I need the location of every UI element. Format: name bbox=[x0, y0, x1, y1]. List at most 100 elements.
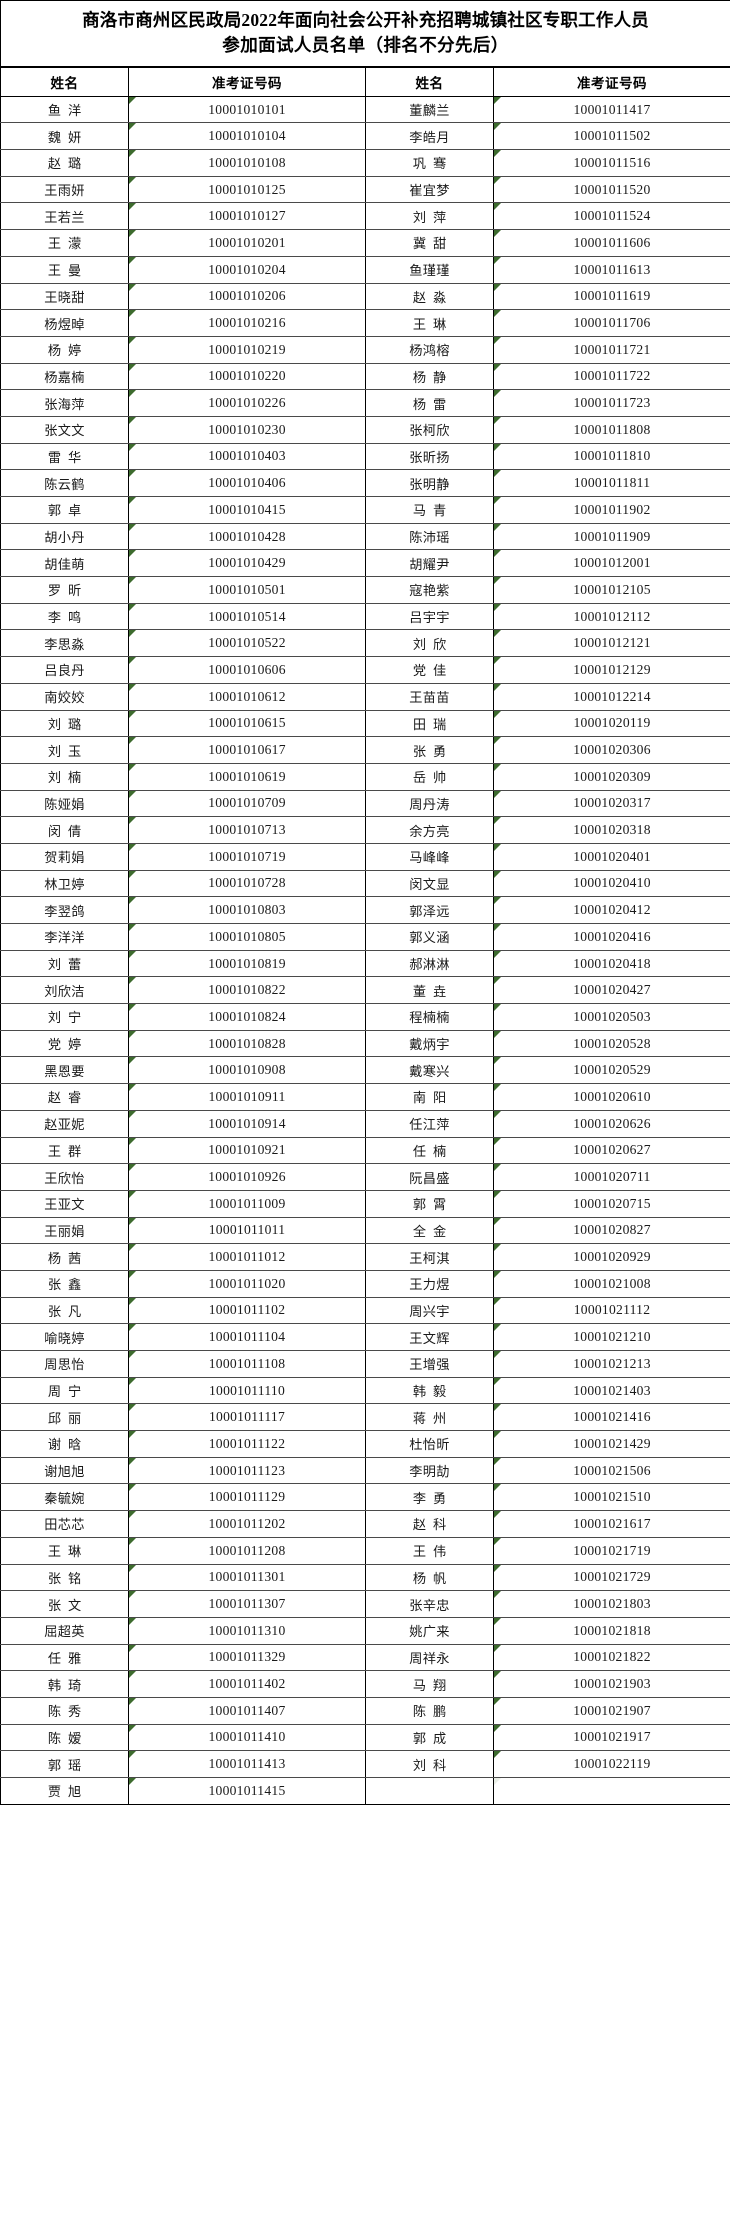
cell-num-left[interactable]: 10001011202 bbox=[128, 1510, 366, 1538]
cell-num-right[interactable]: 10001021112 bbox=[493, 1296, 730, 1325]
cell-name-left[interactable]: 陈嫒 bbox=[0, 1723, 129, 1752]
cell-num-left[interactable]: 10001011208 bbox=[128, 1536, 366, 1565]
cell-num-right[interactable]: 10001011902 bbox=[493, 496, 730, 524]
cell-num-right[interactable]: 10001011524 bbox=[493, 202, 730, 231]
cell-name-left[interactable]: 陈娅娟 bbox=[0, 789, 129, 818]
cell-num-right[interactable]: 10001020309 bbox=[493, 762, 730, 791]
cell-name-left[interactable]: 屈超英 bbox=[0, 1616, 129, 1645]
cell-name-right[interactable]: 陈鹏 bbox=[365, 1696, 494, 1725]
cell-num-right[interactable]: 10001011619 bbox=[493, 282, 730, 311]
cell-num-left[interactable]: 10001010220 bbox=[128, 362, 366, 391]
cell-name-right[interactable]: 王增强 bbox=[365, 1350, 494, 1378]
cell-num-left[interactable]: 10001011310 bbox=[128, 1616, 366, 1645]
cell-name-left[interactable]: 魏妍 bbox=[0, 122, 129, 151]
cell-name-right[interactable]: 巩骞 bbox=[365, 149, 494, 177]
cell-name-left[interactable]: 雷华 bbox=[0, 442, 129, 471]
cell-num-left[interactable]: 10001010514 bbox=[128, 602, 366, 631]
cell-num-left[interactable]: 10001011122 bbox=[128, 1430, 366, 1458]
cell-name-right[interactable]: 张勇 bbox=[365, 736, 494, 764]
cell-num-right[interactable]: 10001020627 bbox=[493, 1136, 730, 1165]
cell-num-left[interactable]: 10001011012 bbox=[128, 1243, 366, 1271]
cell-num-right[interactable]: 10001021506 bbox=[493, 1456, 730, 1485]
cell-name-left[interactable]: 田芯芯 bbox=[0, 1510, 129, 1538]
cell-name-left[interactable]: 王晓甜 bbox=[0, 282, 129, 311]
cell-num-right[interactable]: 10001011811 bbox=[493, 469, 730, 497]
cell-name-right[interactable]: 任江萍 bbox=[365, 1109, 494, 1138]
cell-name-right[interactable]: 阮昌盛 bbox=[365, 1163, 494, 1191]
cell-name-right[interactable]: 全金 bbox=[365, 1216, 494, 1245]
cell-name-right[interactable]: 刘科 bbox=[365, 1750, 494, 1778]
cell-num-right[interactable]: 10001012112 bbox=[493, 602, 730, 631]
cell-name-right[interactable]: 胡耀尹 bbox=[365, 549, 494, 578]
cell-num-left[interactable]: 10001010728 bbox=[128, 869, 366, 898]
cell-num-left[interactable]: 10001010803 bbox=[128, 896, 366, 924]
cell-num-left[interactable]: 10001010101 bbox=[128, 95, 366, 124]
cell-name-right[interactable]: 崔宜梦 bbox=[365, 175, 494, 204]
cell-num-left[interactable]: 10001010406 bbox=[128, 469, 366, 497]
cell-name-right[interactable]: 张柯欣 bbox=[365, 415, 494, 444]
cell-name-right[interactable]: 姚广来 bbox=[365, 1616, 494, 1645]
cell-num-left[interactable]: 10001010226 bbox=[128, 389, 366, 417]
cell-num-left[interactable]: 10001011307 bbox=[128, 1590, 366, 1618]
cell-num-left[interactable]: 10001011108 bbox=[128, 1350, 366, 1378]
cell-num-right[interactable]: 10001011721 bbox=[493, 335, 730, 364]
cell-name-right[interactable]: 张明静 bbox=[365, 469, 494, 497]
cell-num-right[interactable] bbox=[493, 1777, 730, 1805]
cell-num-right[interactable]: 10001020427 bbox=[493, 976, 730, 1005]
cell-num-right[interactable]: 10001020529 bbox=[493, 1056, 730, 1085]
cell-name-right[interactable]: 李勇 bbox=[365, 1483, 494, 1512]
cell-name-left[interactable]: 李思淼 bbox=[0, 629, 129, 658]
cell-name-left[interactable]: 李洋洋 bbox=[0, 923, 129, 951]
cell-name-left[interactable]: 张海萍 bbox=[0, 389, 129, 417]
cell-num-left[interactable]: 10001011104 bbox=[128, 1323, 366, 1351]
cell-num-right[interactable]: 10001011808 bbox=[493, 415, 730, 444]
cell-name-right[interactable]: 程楠楠 bbox=[365, 1003, 494, 1031]
cell-name-left[interactable]: 谢旭旭 bbox=[0, 1456, 129, 1485]
cell-num-left[interactable]: 10001011011 bbox=[128, 1216, 366, 1245]
cell-name-left[interactable]: 刘璐 bbox=[0, 709, 129, 738]
cell-name-right[interactable]: 王伟 bbox=[365, 1536, 494, 1565]
cell-num-left[interactable]: 10001010824 bbox=[128, 1003, 366, 1031]
cell-name-right[interactable]: 余方亮 bbox=[365, 816, 494, 844]
cell-num-left[interactable]: 10001010230 bbox=[128, 415, 366, 444]
cell-num-right[interactable]: 10001021907 bbox=[493, 1696, 730, 1725]
cell-name-right[interactable]: 郭义涵 bbox=[365, 923, 494, 951]
cell-name-left[interactable]: 杨婷 bbox=[0, 335, 129, 364]
cell-name-right[interactable]: 闵文显 bbox=[365, 869, 494, 898]
cell-name-left[interactable]: 贺莉娟 bbox=[0, 842, 129, 871]
cell-name-right[interactable]: 吕宇宇 bbox=[365, 602, 494, 631]
cell-num-left[interactable]: 10001010822 bbox=[128, 976, 366, 1005]
cell-num-left[interactable]: 10001010908 bbox=[128, 1056, 366, 1085]
cell-num-right[interactable]: 10001012129 bbox=[493, 656, 730, 684]
cell-name-right[interactable]: 王苗苗 bbox=[365, 682, 494, 711]
cell-num-left[interactable]: 10001011413 bbox=[128, 1750, 366, 1778]
cell-name-left[interactable]: 张文文 bbox=[0, 415, 129, 444]
cell-num-right[interactable]: 10001020418 bbox=[493, 949, 730, 978]
cell-num-right[interactable]: 10001021416 bbox=[493, 1403, 730, 1432]
cell-name-left[interactable]: 杨茜 bbox=[0, 1243, 129, 1271]
cell-name-left[interactable]: 罗昕 bbox=[0, 576, 129, 604]
cell-name-left[interactable]: 李鸣 bbox=[0, 602, 129, 631]
cell-name-right[interactable]: 刘萍 bbox=[365, 202, 494, 231]
cell-name-right[interactable]: 杨雷 bbox=[365, 389, 494, 417]
cell-name-left[interactable]: 郭瑶 bbox=[0, 1750, 129, 1778]
cell-name-left[interactable]: 邱丽 bbox=[0, 1403, 129, 1432]
cell-name-right[interactable]: 王文辉 bbox=[365, 1323, 494, 1351]
cell-num-left[interactable]: 10001010709 bbox=[128, 789, 366, 818]
cell-num-left[interactable]: 10001010522 bbox=[128, 629, 366, 658]
cell-num-right[interactable]: 10001020401 bbox=[493, 842, 730, 871]
cell-num-left[interactable]: 10001010403 bbox=[128, 442, 366, 471]
cell-name-right[interactable]: 周丹涛 bbox=[365, 789, 494, 818]
cell-num-left[interactable]: 10001011020 bbox=[128, 1269, 366, 1298]
cell-name-right[interactable]: 王琳 bbox=[365, 309, 494, 337]
cell-name-right[interactable]: 南阳 bbox=[365, 1083, 494, 1111]
cell-name-left[interactable]: 张文 bbox=[0, 1590, 129, 1618]
cell-name-right[interactable]: 韩毅 bbox=[365, 1376, 494, 1405]
cell-name-left[interactable]: 刘蕾 bbox=[0, 949, 129, 978]
cell-num-left[interactable]: 10001011410 bbox=[128, 1723, 366, 1752]
cell-name-left[interactable]: 王曼 bbox=[0, 255, 129, 284]
cell-name-right[interactable]: 郭泽远 bbox=[365, 896, 494, 924]
cell-name-left[interactable]: 陈秀 bbox=[0, 1696, 129, 1725]
cell-num-left[interactable]: 10001010617 bbox=[128, 736, 366, 764]
cell-num-right[interactable]: 10001020528 bbox=[493, 1029, 730, 1058]
